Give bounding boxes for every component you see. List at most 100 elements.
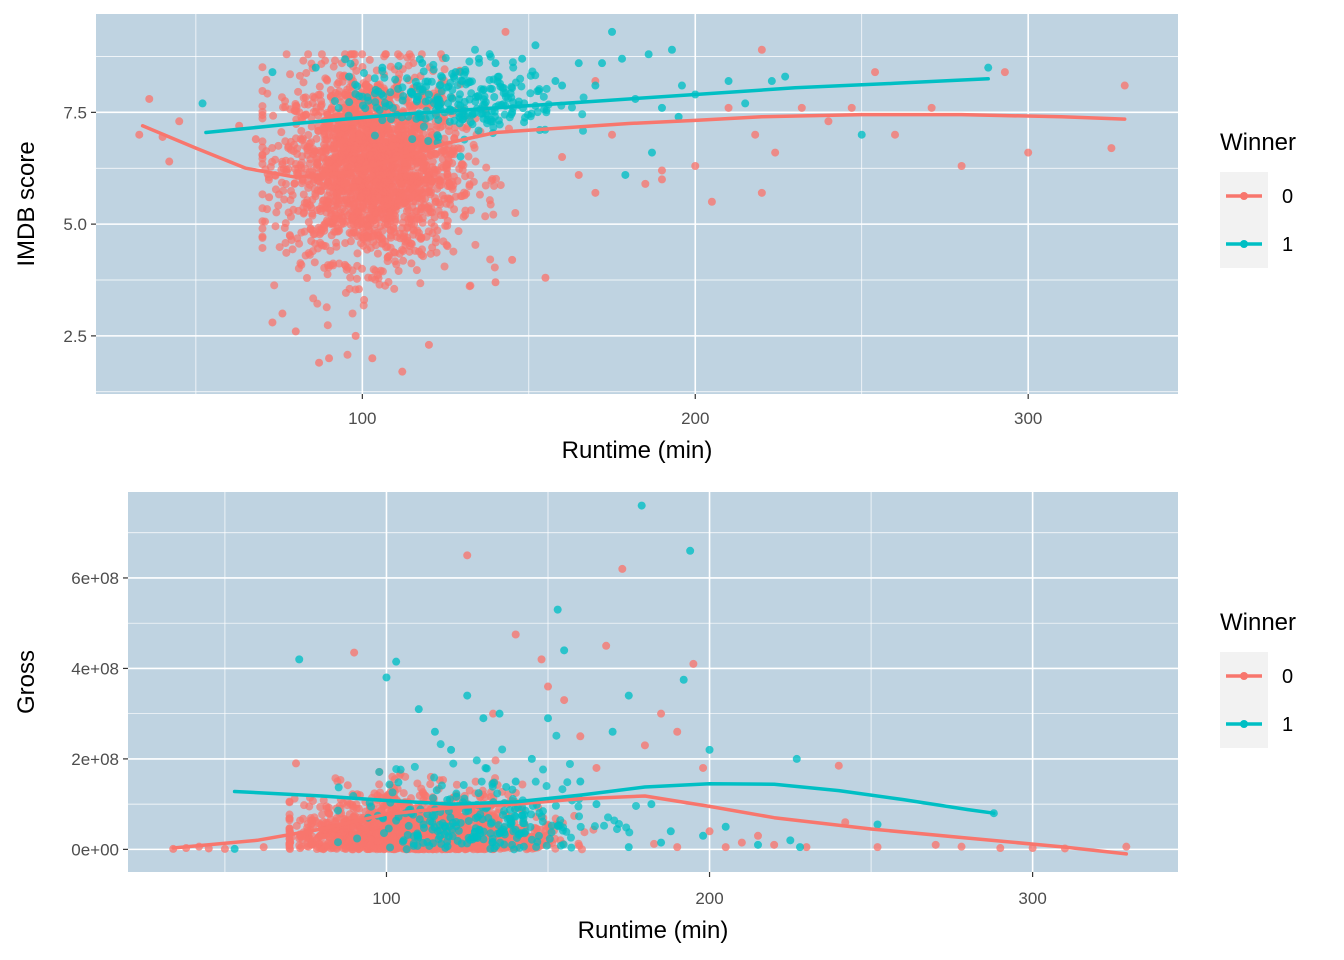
point-winner-0 — [401, 772, 410, 781]
point-winner-0 — [331, 215, 340, 224]
point-winner-0 — [269, 111, 278, 120]
point-winner-0 — [379, 144, 388, 153]
point-winner-0 — [258, 137, 267, 146]
point-winner-0 — [396, 52, 405, 61]
point-winner-0 — [305, 802, 314, 811]
point-winner-1 — [576, 822, 585, 831]
point-winner-0 — [386, 210, 395, 219]
point-winner-0 — [471, 157, 480, 166]
point-winner-0 — [537, 655, 546, 664]
point-winner-0 — [451, 129, 460, 138]
point-winner-0 — [438, 191, 447, 200]
point-winner-0 — [490, 263, 499, 272]
point-winner-0 — [1120, 81, 1129, 90]
point-winner-0 — [282, 248, 291, 257]
point-winner-0 — [341, 146, 350, 155]
point-winner-0 — [357, 207, 366, 216]
point-winner-0 — [353, 232, 362, 241]
point-winner-0 — [316, 107, 325, 116]
point-winner-1 — [657, 103, 666, 112]
point-winner-0 — [406, 213, 415, 222]
point-winner-0 — [757, 45, 766, 54]
point-winner-0 — [491, 278, 500, 287]
point-winner-0 — [393, 164, 402, 173]
point-winner-1 — [391, 75, 400, 84]
point-winner-1 — [578, 110, 587, 119]
point-winner-0 — [303, 203, 312, 212]
point-winner-1 — [386, 88, 395, 97]
point-winner-1 — [518, 54, 527, 63]
point-winner-0 — [377, 124, 386, 133]
point-winner-0 — [834, 761, 843, 770]
point-winner-1 — [388, 788, 397, 797]
point-winner-0 — [376, 222, 385, 231]
point-winner-0 — [351, 811, 360, 820]
point-winner-0 — [387, 142, 396, 151]
point-winner-0 — [313, 299, 322, 308]
point-winner-1 — [449, 759, 458, 768]
point-winner-0 — [724, 103, 733, 112]
point-winner-0 — [419, 164, 428, 173]
point-winner-1 — [414, 92, 423, 101]
point-winner-1 — [490, 92, 499, 101]
point-winner-1 — [575, 812, 584, 821]
point-winner-0 — [299, 93, 308, 102]
point-winner-0 — [297, 228, 306, 237]
point-winner-0 — [341, 239, 350, 248]
point-winner-0 — [475, 190, 484, 199]
legend-key-point — [1240, 240, 1248, 248]
point-winner-0 — [311, 147, 320, 156]
point-winner-0 — [307, 122, 316, 131]
point-winner-0 — [757, 188, 766, 197]
point-winner-0 — [398, 367, 407, 376]
point-winner-1 — [511, 78, 520, 87]
point-winner-1 — [567, 843, 576, 852]
point-winner-0 — [353, 261, 362, 270]
point-winner-1 — [491, 59, 500, 68]
point-winner-0 — [355, 131, 364, 140]
point-winner-0 — [650, 839, 659, 848]
point-winner-1 — [493, 72, 502, 81]
point-winner-1 — [539, 92, 548, 101]
point-winner-0 — [386, 170, 395, 179]
point-winner-0 — [349, 200, 358, 209]
point-winner-0 — [303, 196, 312, 205]
point-winner-1 — [534, 831, 543, 840]
point-winner-0 — [336, 177, 345, 186]
point-winner-0 — [281, 103, 290, 112]
point-winner-1 — [406, 87, 415, 96]
point-winner-1 — [434, 115, 443, 124]
point-winner-0 — [320, 223, 329, 232]
point-winner-0 — [271, 155, 280, 164]
legend-label: 0 — [1282, 186, 1293, 208]
point-winner-0 — [258, 63, 267, 72]
point-winner-1 — [408, 135, 417, 144]
point-winner-0 — [366, 841, 375, 850]
point-winner-0 — [673, 727, 682, 736]
point-winner-0 — [417, 250, 426, 259]
point-winner-1 — [493, 829, 502, 838]
point-winner-1 — [559, 840, 568, 849]
point-winner-0 — [353, 249, 362, 258]
point-winner-1 — [419, 67, 428, 76]
point-winner-1 — [370, 89, 379, 98]
point-winner-1 — [394, 61, 403, 70]
point-winner-0 — [324, 263, 333, 272]
point-winner-0 — [330, 144, 339, 153]
point-winner-1 — [528, 67, 537, 76]
point-winner-0 — [927, 103, 936, 112]
x-axis-ticks: 100 200 300 — [348, 394, 1042, 428]
point-winner-1 — [520, 113, 529, 122]
point-winner-0 — [416, 194, 425, 203]
point-winner-0 — [931, 840, 940, 849]
point-winner-0 — [348, 190, 357, 199]
point-winner-0 — [294, 87, 303, 96]
point-winner-0 — [490, 181, 499, 190]
point-winner-0 — [343, 350, 352, 359]
point-winner-0 — [321, 843, 330, 852]
point-winner-0 — [298, 152, 307, 161]
point-winner-0 — [386, 226, 395, 235]
point-winner-0 — [386, 189, 395, 198]
point-winner-0 — [417, 205, 426, 214]
point-winner-0 — [275, 243, 284, 252]
